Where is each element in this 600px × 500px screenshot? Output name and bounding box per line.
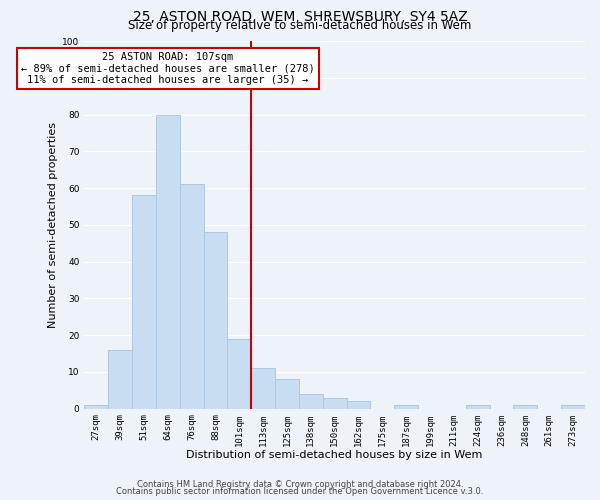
- Bar: [299, 394, 323, 408]
- Bar: [514, 405, 538, 408]
- Bar: [466, 405, 490, 408]
- Text: Contains HM Land Registry data © Crown copyright and database right 2024.: Contains HM Land Registry data © Crown c…: [137, 480, 463, 489]
- Bar: [108, 350, 132, 408]
- Text: Size of property relative to semi-detached houses in Wem: Size of property relative to semi-detach…: [128, 19, 472, 32]
- Bar: [347, 402, 370, 408]
- Bar: [180, 184, 203, 408]
- Bar: [203, 232, 227, 408]
- Bar: [85, 405, 108, 408]
- X-axis label: Distribution of semi-detached houses by size in Wem: Distribution of semi-detached houses by …: [187, 450, 483, 460]
- Bar: [323, 398, 347, 408]
- Bar: [132, 196, 156, 408]
- Text: 25 ASTON ROAD: 107sqm
← 89% of semi-detached houses are smaller (278)
11% of sem: 25 ASTON ROAD: 107sqm ← 89% of semi-deta…: [21, 52, 314, 85]
- Text: Contains public sector information licensed under the Open Government Licence v.: Contains public sector information licen…: [116, 487, 484, 496]
- Bar: [227, 339, 251, 408]
- Bar: [251, 368, 275, 408]
- Bar: [561, 405, 585, 408]
- Bar: [394, 405, 418, 408]
- Y-axis label: Number of semi-detached properties: Number of semi-detached properties: [48, 122, 58, 328]
- Bar: [156, 114, 180, 408]
- Text: 25, ASTON ROAD, WEM, SHREWSBURY, SY4 5AZ: 25, ASTON ROAD, WEM, SHREWSBURY, SY4 5AZ: [133, 10, 467, 24]
- Bar: [275, 380, 299, 408]
